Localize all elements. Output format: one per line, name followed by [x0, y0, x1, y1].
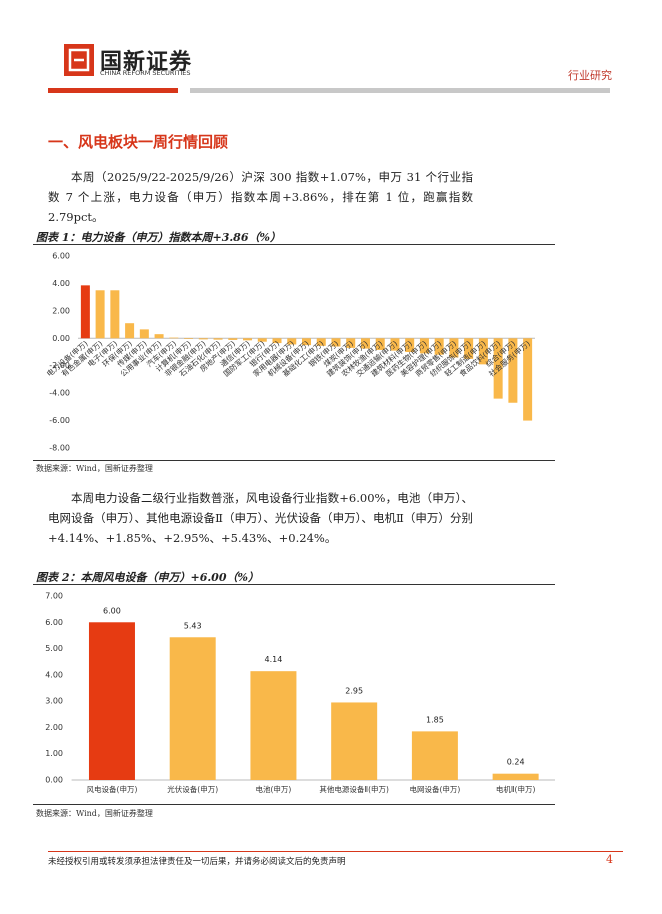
- y-tick-label: 4.00: [52, 279, 70, 288]
- source-note: 数据来源：Wind，国新证券整理: [36, 809, 153, 818]
- y-tick-label: -6.00: [49, 416, 70, 425]
- header-bar: [190, 88, 610, 93]
- bar: [449, 338, 459, 358]
- y-tick-label: 6.00: [45, 618, 63, 627]
- bar: [250, 671, 297, 780]
- figure-title: 图表 1：电力设备（申万）指数本周+3.86（%）: [36, 231, 281, 244]
- logo-icon: [64, 44, 94, 76]
- rule: [33, 804, 555, 805]
- footer-rule: [48, 851, 623, 852]
- value-label: 1.85: [426, 715, 444, 724]
- y-tick-label: 1.00: [45, 749, 63, 758]
- y-tick-label: 6.00: [52, 252, 70, 261]
- section-title: 一、风电板块一周行情回顾: [48, 133, 229, 151]
- logo-name: 国新证券: [100, 50, 193, 75]
- bar: [272, 338, 282, 344]
- y-tick-label: 0.00: [45, 776, 63, 785]
- source-note: 数据来源：Wind，国新证券整理: [36, 464, 153, 473]
- y-tick-label: 0.00: [52, 334, 70, 343]
- paragraph: 本周（2025/9/22-2025/9/26）沪深 300 指数+1.07%，申…: [48, 170, 473, 224]
- chart: 0.00 1.00 2.00 3.00 4.00 5.00 6.00 7.00 风电设备(申万)…: [45, 592, 555, 794]
- bar: [419, 338, 429, 354]
- bar: [184, 338, 194, 339]
- x-tick-label: 电网设备(申万): [409, 784, 460, 794]
- bar: [331, 702, 378, 780]
- x-tick-label: 电池(申万): [256, 784, 292, 794]
- y-tick-label: 5.00: [45, 644, 63, 653]
- y-tick-label: 3.00: [45, 697, 63, 706]
- y-tick-label: 7.00: [45, 592, 63, 601]
- chart: -8.00-6.00-4.00-2.000.002.004.006.00电力设备…: [44, 252, 535, 453]
- x-tick-label: 风电设备(申万): [87, 784, 138, 794]
- bar: [434, 338, 444, 355]
- bar: [169, 637, 216, 780]
- value-label: 6.00: [103, 606, 121, 615]
- bar: [88, 622, 135, 780]
- bar: [508, 338, 518, 403]
- bar: [243, 338, 253, 341]
- bar: [411, 731, 458, 780]
- bar: [493, 338, 503, 399]
- y-tick-label: -4.00: [49, 389, 70, 398]
- bar: [257, 338, 267, 342]
- bar: [316, 338, 326, 346]
- bar: [169, 337, 179, 339]
- bar: [464, 338, 474, 359]
- bar: [346, 338, 356, 348]
- bar: [287, 338, 297, 345]
- paragraph: 本周电力设备二级行业指数普涨，风电设备行业指数+6.00%，电池（申万）、电网设…: [48, 491, 473, 545]
- bar: [198, 338, 208, 340]
- disclaimer: 未经授权引用或转发须承担法律责任及一切后果，并请务必阅读文后的免责声明: [48, 857, 346, 867]
- bar: [228, 338, 238, 340]
- rule: [33, 244, 555, 245]
- figure-title: 图表 2：本周风电设备（申万）+6.00（%）: [36, 571, 259, 584]
- x-tick-label: 电机Ⅱ(申万): [496, 784, 536, 794]
- y-tick-label: 2.00: [52, 306, 70, 315]
- bar: [139, 329, 149, 339]
- bar: [302, 338, 311, 346]
- bar: [523, 338, 533, 421]
- bar: [375, 338, 385, 350]
- page-number: 4: [606, 853, 613, 866]
- y-tick-label: 4.00: [45, 670, 63, 679]
- report-category: 行业研究: [568, 69, 612, 82]
- value-label: 5.43: [184, 621, 202, 630]
- bar: [492, 773, 539, 780]
- bar: [154, 334, 164, 339]
- bar: [478, 338, 488, 365]
- rule: [33, 460, 555, 461]
- y-tick-label: -2.00: [49, 361, 70, 370]
- logo-subtitle: CHINA REFORM SECURITIES: [100, 69, 191, 77]
- y-tick-label: 2.00: [45, 723, 63, 732]
- x-tick-label: 光伏设备(申万): [167, 784, 218, 794]
- bar: [125, 323, 135, 339]
- header-bar: [48, 88, 178, 93]
- value-label: 2.95: [345, 686, 363, 695]
- bar: [213, 338, 223, 340]
- bar: [110, 290, 120, 339]
- y-tick-label: -8.00: [49, 444, 70, 453]
- bar: [360, 338, 370, 349]
- bar: [405, 338, 415, 352]
- bar: [80, 285, 90, 339]
- rule: [33, 584, 555, 585]
- bar: [95, 290, 105, 339]
- value-label: 4.14: [265, 655, 283, 664]
- value-label: 0.24: [507, 758, 525, 767]
- bar: [390, 338, 400, 351]
- x-tick-label: 其他电源设备Ⅱ(申万): [319, 784, 389, 794]
- bar: [331, 338, 341, 347]
